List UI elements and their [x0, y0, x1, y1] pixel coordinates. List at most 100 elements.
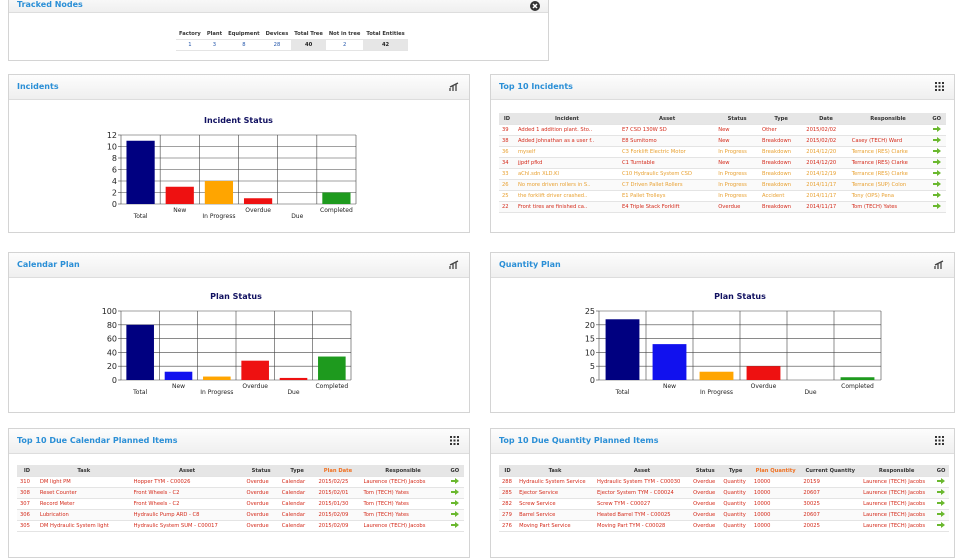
y-tick-label: 25	[585, 307, 595, 316]
chart-icon[interactable]	[934, 260, 944, 270]
quantity-items-table: ID Task Asset Status Type Plan Quantity Curren…	[499, 465, 949, 532]
table-cell: Added 1 addition plant. Sto..	[514, 124, 619, 136]
table-cell: Calendar	[278, 520, 316, 532]
close-button[interactable]	[530, 1, 540, 11]
go-button[interactable]	[932, 181, 941, 187]
table-cell: Accident	[759, 190, 804, 202]
go-button[interactable]	[932, 170, 941, 176]
header-cell: Status	[715, 113, 760, 125]
chart-title: Incident Status	[204, 116, 273, 125]
bar	[699, 371, 734, 380]
table-cell: Screw Service	[516, 498, 594, 510]
table-cell: Tom (TECH) Yates	[360, 487, 446, 499]
chart-icon[interactable]	[449, 82, 459, 92]
x-tick-label: New	[173, 207, 186, 214]
table-cell: Hydraulic System Service	[516, 476, 594, 488]
go-cell	[933, 487, 949, 499]
go-button[interactable]	[450, 500, 459, 506]
table-cell: Laurence (TECH) Jacobs	[360, 476, 446, 488]
value-cell: 42	[363, 39, 408, 51]
table-cell: 39	[499, 124, 515, 136]
table-cell: 2015/02/09	[315, 520, 361, 532]
y-tick-label: 20	[585, 321, 595, 330]
go-arrow	[932, 148, 941, 154]
go-button[interactable]	[932, 126, 941, 132]
go-button[interactable]	[937, 522, 946, 528]
go-button[interactable]	[932, 159, 941, 165]
incidents-panel: Incidents Incident Status 0 2 4 6 8 10 12 Total N…	[8, 74, 470, 233]
x-tick-label: Completed	[315, 383, 348, 390]
y-tick-label: 6	[112, 166, 117, 175]
header-cell: Equipment	[225, 28, 263, 40]
go-arrow	[937, 522, 946, 528]
value-row: 1 3 8 28 40 2 42	[176, 39, 408, 51]
table-cell: Hydraulic System SUM - C00017	[130, 520, 244, 532]
header-cell: GO	[927, 113, 946, 125]
table-cell: Breakdown	[759, 135, 804, 147]
table-row: 25 the forklift driver crashed.. E1 Pallet…	[499, 190, 946, 202]
table-cell: Terrance (SUP) Colon	[848, 179, 928, 191]
chart: Plan Status 0 20 40 60 80 100 Total New In Progre…	[102, 292, 352, 396]
go-button[interactable]	[450, 489, 459, 495]
go-button[interactable]	[450, 522, 459, 528]
panel-title: Quantity Plan	[499, 260, 561, 269]
go-cell	[927, 190, 946, 202]
go-button[interactable]	[450, 478, 459, 484]
header-cell: Not in tree	[325, 28, 364, 40]
header-cell: Plan Date	[315, 465, 361, 477]
go-arrow	[450, 478, 459, 484]
go-button[interactable]	[937, 478, 946, 484]
table-cell: Quantity	[720, 476, 751, 488]
go-button[interactable]	[932, 137, 941, 143]
table-cell: Calendar	[278, 509, 316, 521]
table-cell: Laurence (TECH) Jacobs	[860, 509, 934, 521]
go-button[interactable]	[937, 511, 946, 517]
table-cell: Front tires are finished ca..	[514, 201, 619, 213]
go-button[interactable]	[932, 192, 941, 198]
x-tick-label: Overdue	[245, 207, 271, 214]
go-arrow	[932, 203, 941, 209]
go-arrow	[450, 489, 459, 495]
go-button[interactable]	[932, 148, 941, 154]
table-cell: E1 Pallet Trolleys	[618, 190, 716, 202]
grid-icon[interactable]	[935, 436, 944, 445]
go-cell	[933, 509, 949, 521]
grid-icon[interactable]	[935, 82, 944, 91]
table-cell: New	[715, 157, 760, 169]
table-cell: the forklift driver crashed..	[514, 190, 619, 202]
grid-icon[interactable]	[450, 436, 459, 445]
table-cell: jjpdf pfkd	[514, 157, 619, 169]
table-cell: Front Wheels - C2	[130, 487, 244, 499]
bar	[243, 198, 273, 204]
y-tick-label: 10	[107, 143, 117, 152]
table-cell: 30025	[800, 498, 861, 510]
tracked-nodes-table: Factory Plant Equipment Devices Total Tree No…	[176, 28, 408, 51]
table-row: 307 Record Meter Front Wheels - C2 Overdue C…	[17, 498, 464, 510]
header-cell: ID	[499, 113, 515, 125]
table-cell: 2014/11/17	[803, 179, 849, 191]
bar	[652, 344, 687, 380]
go-button[interactable]	[450, 511, 459, 517]
table-cell: Overdue	[690, 509, 721, 521]
chart-icon[interactable]	[449, 260, 459, 270]
panel-title: Calendar Plan	[17, 260, 80, 269]
chart: Plan Status 0 5 10 15 20 25 Total New In Progress…	[585, 292, 882, 396]
table-row: 36 myself C3 Forklift Electric Motor In Pro…	[499, 146, 946, 158]
go-arrow	[937, 511, 946, 517]
table-cell: C3 Forklift Electric Motor	[618, 146, 716, 158]
table-row: 285 Ejector Service Ejector System TYM - C…	[499, 487, 949, 499]
table-cell: Moving Part TYM - C00028	[593, 520, 691, 532]
table-cell: 25	[499, 190, 515, 202]
table-cell: 276	[499, 520, 517, 532]
panel-title: Top 10 Due Calendar Planned Items	[17, 436, 178, 445]
bar	[746, 366, 781, 380]
y-tick-label: 0	[590, 376, 595, 385]
table-cell: 10000	[750, 476, 801, 488]
go-button[interactable]	[932, 203, 941, 209]
go-cell	[445, 520, 464, 532]
go-cell	[927, 201, 946, 213]
go-button[interactable]	[937, 489, 946, 495]
table-cell: C1 Turntable	[618, 157, 716, 169]
go-button[interactable]	[937, 500, 946, 506]
table-cell	[848, 124, 928, 136]
